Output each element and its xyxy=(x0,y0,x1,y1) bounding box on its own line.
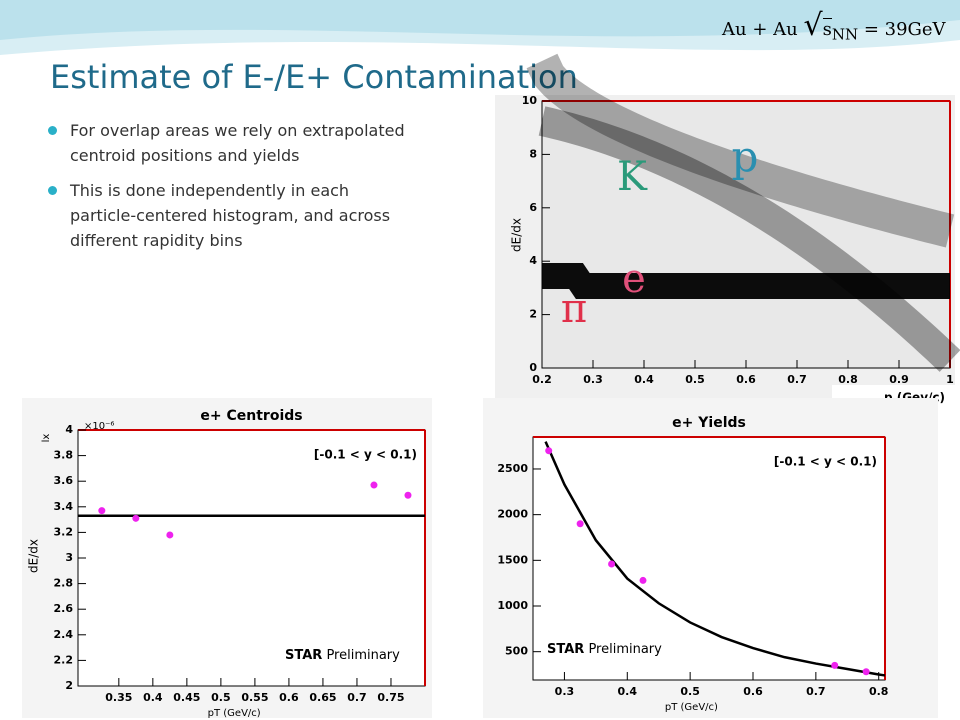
y-tick-label: 4 xyxy=(65,423,73,436)
data-point xyxy=(831,661,839,669)
y-tick-label: 3 xyxy=(65,551,73,564)
x-tick-label: 0.6 xyxy=(279,691,299,704)
y-tick-label: 3.8 xyxy=(54,449,74,462)
data-point xyxy=(862,668,870,676)
x-tick-label: 0.35 xyxy=(105,691,132,704)
y-tick-label: 10 xyxy=(522,94,538,107)
y-tick-label: 2.6 xyxy=(54,602,74,615)
y-tick-label: 3.4 xyxy=(54,500,74,513)
y-tick-label: 1000 xyxy=(497,599,528,612)
band-label: e xyxy=(622,256,646,302)
y-tick-label: 2000 xyxy=(497,508,528,521)
data-point xyxy=(370,481,378,489)
data-point xyxy=(166,531,174,539)
x-tick-label: 0.7 xyxy=(347,691,367,704)
x-tick-label: 0.2 xyxy=(532,373,552,386)
bullet: This is done independently in each parti… xyxy=(48,178,418,253)
data-point xyxy=(98,507,106,515)
preliminary-word: Preliminary xyxy=(326,648,400,663)
density-band xyxy=(526,53,955,248)
x-tick-label: 0.4 xyxy=(143,691,163,704)
band-label: π xyxy=(561,286,587,332)
y-tick-label: 2 xyxy=(529,308,537,321)
preliminary-word: Preliminary xyxy=(588,642,662,657)
y-tick-label: 3.2 xyxy=(54,525,74,538)
star-label: STAR xyxy=(547,642,584,657)
data-point xyxy=(132,514,140,522)
x-tick-label: 0.3 xyxy=(555,685,575,698)
x-tick-label: 0.3 xyxy=(583,373,603,386)
x-tick-label: 0.7 xyxy=(806,685,826,698)
plot-area xyxy=(541,100,951,369)
x-tick-label: 0.8 xyxy=(869,685,889,698)
y-tick-label: 2.2 xyxy=(54,653,74,666)
density-band xyxy=(542,263,950,299)
density-band xyxy=(538,106,960,372)
y-axis-unit: ×10⁻⁶ xyxy=(84,421,114,432)
x-axis-label: pT (GeV/c) xyxy=(208,708,261,719)
x-tick-label: 0.4 xyxy=(618,685,638,698)
y-tick-label: 2.8 xyxy=(54,577,74,590)
y-axis-label: dE/dx xyxy=(27,539,41,573)
y-tick-label: 1500 xyxy=(497,553,528,566)
plot-area xyxy=(532,436,886,681)
chart-title: e+ Centroids xyxy=(200,408,302,424)
rapidity-range: [-0.1 < y < 0.1) xyxy=(774,455,877,469)
y-axis-label: dE/dx xyxy=(510,218,524,252)
density-bands xyxy=(526,53,960,372)
x-tick-label: 0.6 xyxy=(736,373,756,386)
y-tick-label: 6 xyxy=(529,201,537,214)
data-point xyxy=(545,447,553,455)
x-tick-label: 0.5 xyxy=(211,691,231,704)
y-tick-label: 2.4 xyxy=(54,628,74,641)
y-tick-label: 3.6 xyxy=(54,474,74,487)
header-wave xyxy=(0,0,960,55)
x-tick-label: 0.6 xyxy=(743,685,763,698)
data-point xyxy=(576,520,584,528)
data-point xyxy=(608,560,616,568)
x-tick-label: 0.8 xyxy=(838,373,858,386)
y-tick-label: 2500 xyxy=(497,462,528,475)
x-tick-label: 0.75 xyxy=(377,691,404,704)
x-tick-label: 0.9 xyxy=(889,373,909,386)
data-point xyxy=(404,491,412,499)
x-tick-label: 0.5 xyxy=(685,373,705,386)
x-tick-label: 1 xyxy=(946,373,954,386)
data-point xyxy=(639,576,647,584)
fit-line xyxy=(544,441,886,677)
y-tick-label: 4 xyxy=(529,254,537,267)
x-tick-label: 0.45 xyxy=(173,691,200,704)
preliminary-label: STAR Preliminary xyxy=(285,648,400,663)
preliminary-label: STAR Preliminary xyxy=(547,642,662,657)
x-tick-label: 0.7 xyxy=(787,373,807,386)
x-tick-label: 0.65 xyxy=(309,691,336,704)
star-label: STAR xyxy=(285,648,322,663)
y-tick-label: 8 xyxy=(529,147,537,160)
y-tick-label: 500 xyxy=(505,645,528,658)
y-tick-label: 0 xyxy=(529,361,537,374)
rapidity-range: [-0.1 < y < 0.1) xyxy=(314,448,417,462)
band-label: K xyxy=(617,154,648,200)
formula: Au + Au √sNN = 39GeV xyxy=(722,8,946,44)
y-tick-label: 2 xyxy=(65,679,73,692)
slide-title: Estimate of E-/E+ Contamination xyxy=(50,58,578,96)
x-tick-label: 0.55 xyxy=(241,691,268,704)
bullet: For overlap areas we rely on extrapolate… xyxy=(48,118,418,168)
band-label: p xyxy=(732,132,759,181)
chart-title: e+ Yields xyxy=(672,415,746,431)
bullet-list: For overlap areas we rely on extrapolate… xyxy=(48,118,418,263)
x-tick-label: 0.4 xyxy=(634,373,654,386)
x-tick-label: 0.5 xyxy=(680,685,700,698)
y-axis-name: lx xyxy=(41,434,52,443)
x-axis-label: pT (GeV/c) xyxy=(665,702,718,713)
